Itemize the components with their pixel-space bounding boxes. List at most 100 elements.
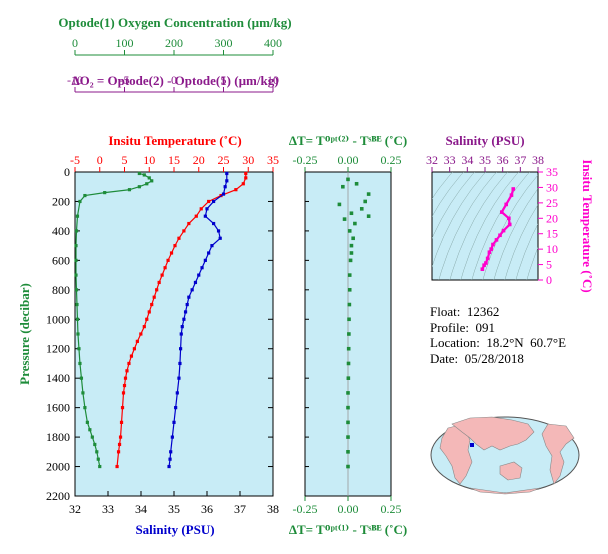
oxygen-point [76, 332, 80, 336]
oxygen-point [83, 193, 87, 198]
salinity-point [170, 435, 174, 439]
ts-salinity-tick-label: 33 [444, 153, 456, 167]
pressure-tick-label: 1400 [46, 371, 70, 385]
ts-point [507, 216, 511, 221]
salinity-point [212, 221, 216, 226]
ts-point [509, 193, 514, 197]
salinity-point [167, 464, 171, 469]
ts-salinity-tick-label: 34 [461, 153, 473, 167]
ts-temp-tick-label: 10 [546, 242, 558, 256]
map-land-australia [499, 461, 523, 481]
temperature-point [234, 188, 238, 192]
delta-t-point [348, 258, 353, 263]
salinity-point [225, 179, 229, 183]
delta-t-point [346, 450, 350, 454]
delta-t-tick-label-top: 0.00 [338, 153, 359, 167]
temperature-point [150, 302, 154, 307]
ts-salinity-tick-label: 37 [514, 153, 526, 167]
oxygen-tick-label: 0 [72, 36, 78, 50]
pressure-tick-label: 1800 [46, 430, 70, 444]
temperature-tick-label: 5 [122, 153, 128, 167]
delta-t-point [347, 288, 352, 292]
temperature-point [199, 207, 203, 211]
temperature-point [139, 332, 143, 336]
delta-o2-tick-label: -5 [120, 73, 130, 87]
delta-t-point [337, 202, 342, 207]
delta-t-point [359, 207, 364, 211]
map-land-americas [541, 423, 575, 485]
temperature-point [117, 442, 122, 447]
temperature-point [125, 369, 129, 373]
ts-point [480, 267, 485, 271]
delta-t-point [347, 302, 352, 307]
pressure-tick-label: 800 [52, 283, 70, 297]
ts-point [507, 222, 512, 227]
ts-point [494, 238, 499, 242]
temperature-point [157, 280, 161, 285]
delta-t-tick-label-bottom: 0.00 [338, 502, 359, 516]
delta-o2-axis-ticks: -10 -5 0 5 10 [67, 73, 279, 92]
oxygen-point [78, 199, 82, 204]
salinity-point [203, 258, 207, 262]
profile-number-text: Profile: 091 [430, 319, 495, 335]
oxygen-point [88, 428, 92, 432]
salinity-point [200, 266, 204, 270]
temperature-point [207, 199, 211, 204]
delta-t-tick-label-top: 0.25 [381, 153, 402, 167]
ts-density-contour [438, 172, 497, 280]
delta-t-tick-label-bottom: -0.25 [293, 502, 318, 516]
temperature-point [135, 339, 139, 343]
salinity-point [221, 192, 226, 196]
oxygen-point [150, 179, 154, 183]
temperature-point [120, 406, 125, 410]
salinity-point [183, 310, 188, 314]
salinity-point [179, 332, 183, 336]
ts-point [489, 247, 493, 251]
oxygen-point [93, 442, 97, 447]
ts-salinity-tick-label: 38 [532, 153, 544, 167]
oxygen-point [79, 376, 84, 380]
oxygen-point [75, 302, 79, 307]
ts-point [501, 228, 506, 233]
ts-point [482, 263, 486, 267]
oxygen-point [83, 406, 87, 410]
temperature-point [160, 273, 164, 277]
oxygen-point [145, 182, 149, 186]
temperature-point [122, 383, 127, 388]
main-plot-area [74, 171, 274, 497]
oxygen-point [74, 288, 79, 292]
salinity-point [212, 199, 216, 204]
ts-curve-line [481, 188, 515, 270]
temperature-point [115, 464, 119, 469]
ts-salinity-tick-label: 32 [426, 153, 438, 167]
oxygen-point [74, 258, 78, 262]
salinity-tick-label: 36 [201, 502, 213, 516]
salinity-point [172, 420, 176, 424]
main-profile-panel: Insitu Temperature (˚C) -5 0 5 10 15 20 25 30 35… [17, 133, 279, 537]
temperature-tick-label: 0 [97, 153, 103, 167]
delta-t-point [349, 251, 354, 255]
salinity-point [185, 302, 189, 307]
delta-o2-axis-group: ΔO₂ = Optode(2) - Optode(1) (µm/kg) -10-… [67, 73, 279, 93]
oxygen-point [77, 347, 81, 351]
ts-right-axis-title: Insitu Temperature (˚C) [580, 159, 595, 292]
ts-density-contour [515, 223, 538, 280]
salinity-tick-label: 34 [135, 502, 147, 516]
temperature-point [163, 266, 167, 270]
oxygen-tick-label: 300 [215, 36, 233, 50]
delta-o2-tick-label: 5 [221, 73, 227, 87]
salinity-axis-title: Salinity (PSU) [135, 522, 214, 537]
ts-density-contour [449, 172, 508, 280]
ts-point [504, 202, 508, 207]
salinity-point [169, 450, 173, 454]
ts-point [499, 210, 504, 214]
oxygen-tick-label: 200 [165, 36, 183, 50]
oxygen-point [81, 391, 85, 395]
ts-point [498, 233, 502, 238]
salinity-point [223, 185, 227, 189]
pressure-tick-label: 600 [52, 253, 70, 267]
temperature-point [182, 229, 186, 233]
pressure-axis-ticks: 0 200 400 600 800 1000 1200 1400 1600 1800 2000 220… [46, 165, 273, 503]
salinity-point [218, 236, 222, 240]
